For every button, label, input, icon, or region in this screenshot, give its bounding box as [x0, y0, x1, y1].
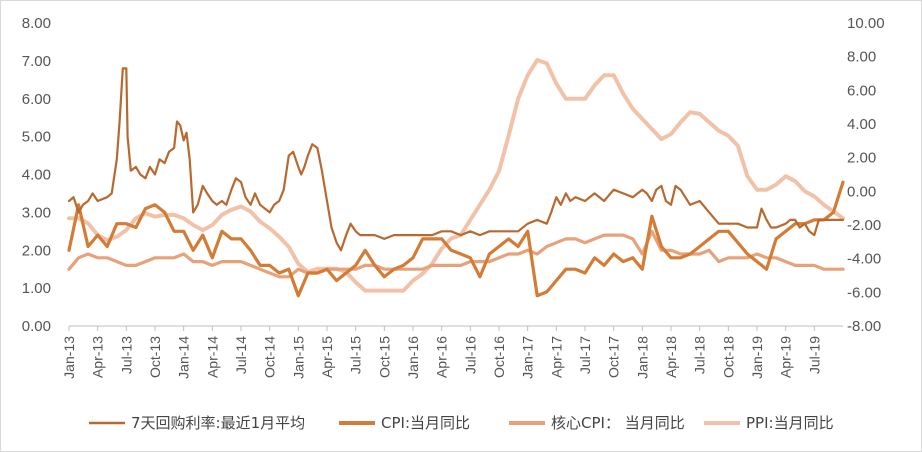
x-tick-label: Jul-18 — [692, 336, 708, 374]
series-lines — [67, 58, 845, 298]
x-tick-label: Jul-16 — [462, 336, 478, 374]
right-tick-label: 0.00 — [847, 183, 876, 200]
x-tick-label: Oct-13 — [147, 336, 163, 378]
x-tick-label: Apr-19 — [778, 336, 794, 378]
right-tick-label: -8.00 — [847, 318, 881, 335]
x-tick-label: Apr-13 — [90, 336, 106, 378]
right-tick-label: 6.00 — [847, 82, 876, 99]
right-tick-label: -2.00 — [847, 217, 881, 234]
left-tick-label: 6.00 — [22, 91, 51, 108]
x-tick-label: Oct-15 — [376, 336, 392, 378]
left-tick-label: 5.00 — [22, 129, 51, 146]
left-tick-label: 8.00 — [22, 15, 51, 32]
x-tick-label: Jul-19 — [806, 336, 822, 374]
x-tick-label: Jan-14 — [176, 336, 192, 379]
x-tick-label: Jan-19 — [749, 336, 765, 379]
x-tick-label: Jan-17 — [520, 336, 536, 379]
right-tick-label: -6.00 — [847, 284, 881, 301]
legend-label: PPI:当月同比 — [746, 414, 834, 432]
x-tick-label: Jul-15 — [348, 336, 364, 374]
legend-label: 7天回购利率:最近1月平均 — [131, 414, 305, 432]
series-line-2 — [67, 229, 845, 279]
x-tick-label: Oct-14 — [262, 336, 278, 378]
x-tick-label: Jul-14 — [233, 336, 249, 374]
x-tick-label: Apr-18 — [663, 336, 679, 378]
left-tick-label: 0.00 — [22, 318, 51, 335]
x-tick-label: Jul-17 — [577, 336, 593, 374]
x-tick-label: Jan-15 — [290, 336, 306, 379]
x-axis: Jan-13 Apr-13 Jul-13 Oct-13 Jan-14 Apr-14 Jul-… — [61, 325, 843, 379]
left-tick-label: 2.00 — [22, 242, 51, 259]
x-tick-label: Jul-13 — [118, 336, 134, 374]
legend-label: 核心CPI： 当月同比 — [551, 414, 685, 432]
legend: 7天回购利率:最近1月平均 CPI:当月同比 核心CPI： 当月同比 PPI:当月同比 — [89, 414, 834, 432]
series-line-0 — [67, 67, 845, 252]
left-tick-label: 4.00 — [22, 167, 51, 184]
x-tick-label: Jan-16 — [405, 336, 421, 379]
left-tick-label: 3.00 — [22, 204, 51, 221]
right-tick-label: -4.00 — [847, 251, 881, 268]
x-tick-label: Apr-14 — [204, 336, 220, 378]
right-tick-label: 10.00 — [847, 15, 885, 32]
x-tick-label: Apr-15 — [319, 336, 335, 378]
x-tick-label: Jan-18 — [634, 336, 650, 379]
left-tick-label: 1.00 — [22, 280, 51, 297]
right-tick-label: 4.00 — [847, 116, 876, 133]
x-tick-label: Oct-16 — [491, 336, 507, 378]
left-tick-label: 7.00 — [22, 53, 51, 70]
left-axis: 0.00 1.00 2.00 3.00 4.00 5.00 6.00 7.00 8.00 — [22, 15, 51, 335]
x-tick-label: Apr-16 — [434, 336, 450, 378]
series-line-1 — [67, 180, 845, 298]
x-tick-label: Jan-13 — [61, 336, 77, 379]
x-tick-label: Oct-17 — [606, 336, 622, 378]
right-tick-label: 8.00 — [847, 49, 876, 66]
x-tick-label: Apr-17 — [548, 336, 564, 378]
right-axis: -8.00 -6.00 -4.00 -2.00 0.00 2.00 4.00 6.00 8.00… — [847, 15, 885, 335]
legend-label: CPI:当月同比 — [381, 414, 470, 432]
series-line-3 — [67, 58, 845, 293]
right-tick-label: 2.00 — [847, 150, 876, 167]
x-tick-label: Oct-18 — [720, 336, 736, 378]
